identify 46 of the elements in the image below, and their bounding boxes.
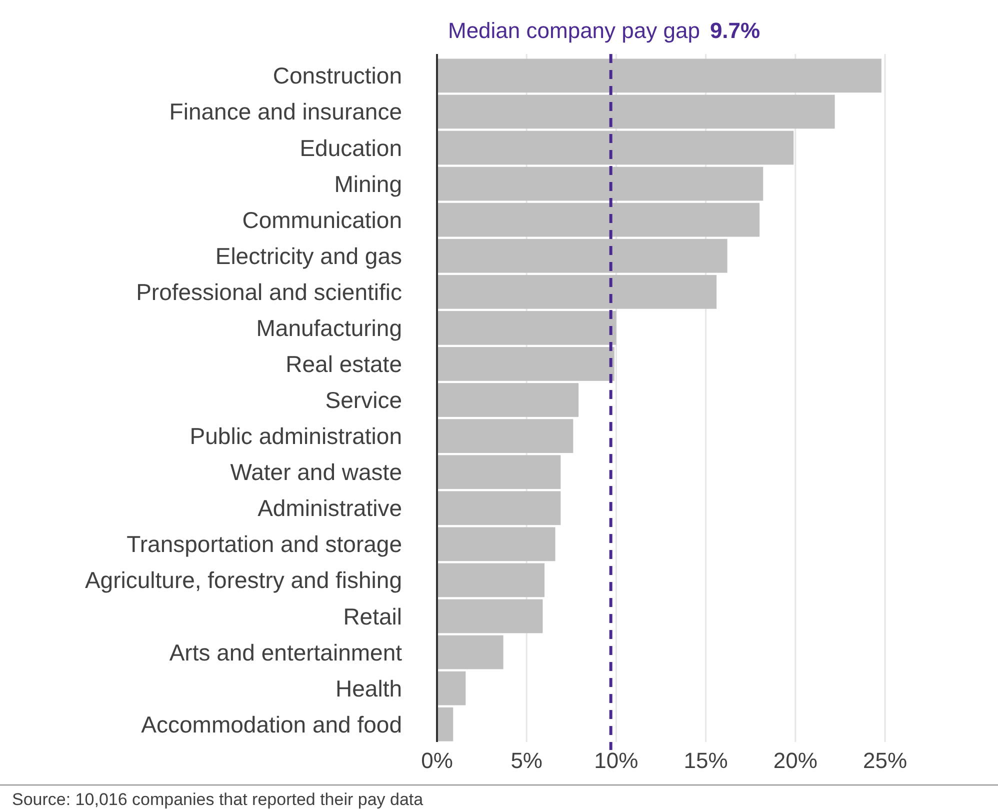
y-tick-label: Retail [343, 603, 402, 630]
x-tick-label: 5% [510, 748, 542, 773]
bar [437, 347, 614, 381]
bar [437, 419, 574, 453]
bar [437, 166, 764, 201]
bar [437, 94, 835, 129]
ref-line-label: Median company pay gap 9.7% [448, 18, 760, 43]
y-tick-label: Public administration [190, 423, 402, 450]
bar [437, 491, 561, 526]
x-tick-label: 15% [684, 748, 728, 773]
y-tick-label: Water and waste [230, 459, 402, 486]
y-tick-label: Service [325, 387, 402, 414]
bar [437, 58, 882, 93]
y-tick-label: Health [336, 675, 402, 702]
x-tick-label: 25% [862, 748, 908, 773]
y-tick-label: Mining [334, 170, 402, 197]
y-tick-label: Transportation and storage [126, 531, 402, 558]
y-tick-label: Administrative [258, 495, 402, 522]
bar [437, 238, 728, 273]
y-tick-label: Professional and scientific [136, 278, 402, 305]
bar [437, 563, 545, 598]
bar [437, 130, 794, 165]
bar [437, 310, 616, 345]
bar [437, 455, 561, 490]
bar [437, 383, 579, 417]
y-tick-label: Construction [272, 62, 402, 89]
y-tick-label: Communication [242, 206, 402, 233]
bar [437, 202, 760, 237]
y-tick-label: Accommodation and food [141, 711, 402, 738]
source-note: Source: 10,016 companies that reported their pay data [12, 790, 424, 809]
y-tick-label: Electricity and gas [215, 242, 402, 269]
bar [437, 274, 717, 309]
bar [437, 707, 454, 742]
x-tick-label: 20% [773, 748, 818, 773]
bar [437, 599, 543, 634]
bar [437, 671, 466, 706]
x-tick-label: 10% [594, 748, 638, 773]
y-tick-label: Agriculture, forestry and fishing [84, 567, 402, 594]
y-tick-label: Education [300, 134, 402, 161]
y-tick-label: Real estate [286, 351, 402, 378]
y-tick-label: Manufacturing [256, 314, 402, 341]
x-tick-label: 0% [421, 748, 453, 773]
bar [437, 635, 504, 670]
bar [437, 527, 556, 562]
y-tick-label: Finance and insurance [169, 98, 402, 125]
y-tick-label: Arts and entertainment [169, 639, 403, 666]
